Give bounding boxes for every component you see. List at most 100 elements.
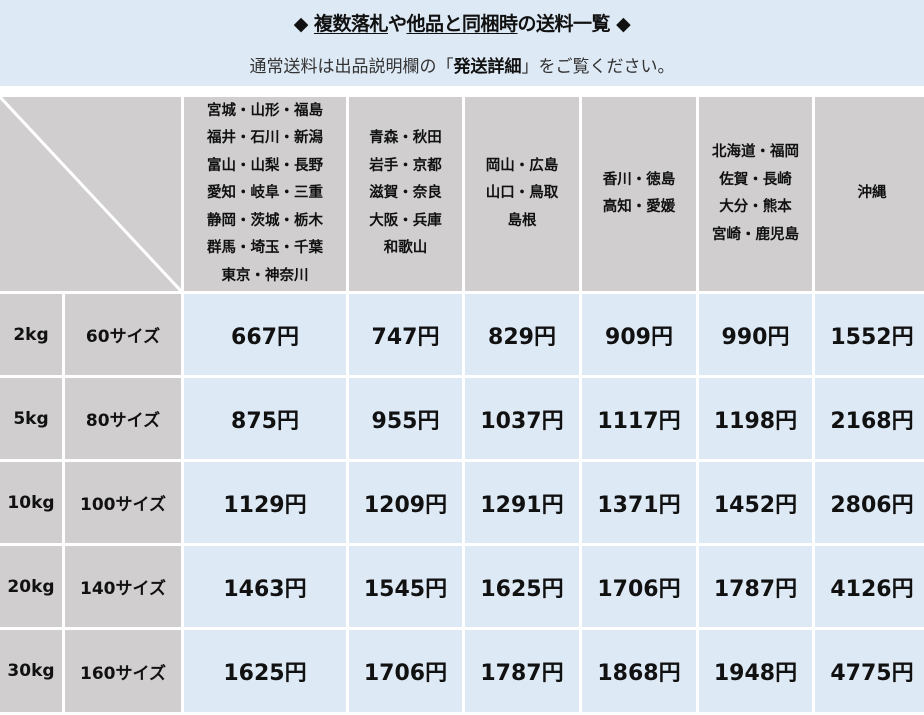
price-cell: 1129円: [184, 462, 346, 543]
subtitle: 通常送料は出品説明欄の「発送詳細」をご覧ください。: [0, 52, 924, 77]
size-cell-text: 60サイズ: [85, 327, 161, 347]
price-cell: 1787円: [699, 546, 812, 627]
price-cell: 1868円: [582, 630, 696, 712]
weight-cell-text: 10kg: [7, 492, 55, 513]
price-cell-text: 1037円: [480, 408, 564, 434]
price-cell-text: 1787円: [713, 576, 798, 602]
region-header-text: 沖縄: [857, 185, 887, 202]
price-cell-text: 990円: [721, 324, 790, 350]
price-cell-text: 1291円: [480, 492, 564, 518]
region-header-text: 岡山・広島 山口・鳥取 島根: [485, 157, 559, 229]
weight-cell-text: 5kg: [13, 408, 49, 429]
price-cell: 1787円: [465, 630, 579, 712]
price-cell-text: 1545円: [363, 576, 448, 602]
subtitle-bold: 発送詳細: [453, 57, 522, 77]
size-cell-text: 160サイズ: [80, 663, 166, 684]
price-cell: 4775円: [815, 630, 924, 712]
price-cell: 1198円: [699, 378, 812, 459]
price-cell-text: 4126円: [830, 576, 914, 602]
price-cell-text: 2168円: [830, 408, 914, 434]
price-cell: 1117円: [582, 378, 696, 459]
price-cell: 990円: [699, 294, 812, 375]
weight-cell: 2kg: [0, 294, 62, 375]
price-cell-text: 829円: [488, 324, 556, 350]
price-cell-text: 1117円: [597, 408, 681, 434]
region-header-text: 宮城・山形・福島 福井・石川・新潟 富山・山梨・長野 愛知・岐阜・三重 静岡・茨…: [207, 102, 323, 284]
banner: ◆ 複数落札や他品と同梱時の送料一覧 ◆ 通常送料は出品説明欄の「発送詳細」をご…: [0, 0, 924, 86]
corner-cell: [0, 97, 181, 291]
price-cell: 1209円: [349, 462, 462, 543]
subtitle-pre: 通常送料は出品説明欄の「: [249, 57, 454, 77]
price-cell: 1463円: [184, 546, 346, 627]
region-header: 北海道・福岡 佐賀・長崎 大分・熊本 宮崎・鹿児島: [699, 97, 812, 291]
subtitle-post: 」をご覧ください。: [521, 57, 675, 77]
price-cell-text: 875円: [231, 408, 299, 434]
price-cell-text: 667円: [231, 324, 299, 350]
price-cell-text: 747円: [371, 324, 440, 350]
price-cell: 2168円: [815, 378, 924, 459]
price-cell: 1706円: [349, 630, 462, 712]
size-cell: 140サイズ: [65, 546, 181, 627]
price-cell: 667円: [184, 294, 346, 375]
price-cell-text: 1463円: [223, 576, 307, 602]
region-header: 沖縄: [815, 97, 924, 291]
price-cell: 1706円: [582, 546, 696, 627]
title-underlined-2: 他品と同梱時: [406, 13, 519, 35]
price-cell: 955円: [349, 378, 462, 459]
title-underlined-1: 複数落札: [313, 13, 389, 35]
price-cell-text: 1868円: [597, 661, 681, 686]
diagonal-line: [0, 97, 181, 291]
price-cell-text: 955円: [371, 408, 440, 434]
page-title: ◆ 複数落札や他品と同梱時の送料一覧 ◆: [0, 9, 924, 36]
region-header-text: 北海道・福岡 佐賀・長崎 大分・熊本 宮崎・鹿児島: [712, 144, 799, 243]
weight-cell: 10kg: [0, 462, 62, 543]
size-cell-text: 140サイズ: [80, 579, 166, 599]
price-cell: 1552円: [815, 294, 924, 375]
region-header: 岡山・広島 山口・鳥取 島根: [465, 97, 579, 291]
region-header: 青森・秋田 岩手・京都 滋賀・奈良 大阪・兵庫 和歌山: [349, 97, 462, 291]
size-cell: 160サイズ: [65, 630, 181, 712]
price-cell-text: 909円: [605, 324, 673, 350]
size-cell-text: 80サイズ: [85, 411, 161, 431]
price-cell-text: 1552円: [830, 324, 914, 350]
price-cell: 2806円: [815, 462, 924, 543]
price-cell-text: 1198円: [713, 408, 798, 434]
title-mid: や: [387, 13, 407, 35]
price-cell: 1452円: [699, 462, 812, 543]
size-cell: 60サイズ: [65, 294, 181, 375]
price-cell: 1291円: [465, 462, 579, 543]
size-cell: 80サイズ: [65, 378, 181, 459]
region-header-text: 香川・徳島 高知・愛媛: [602, 171, 676, 216]
title-prefix: ◆: [293, 13, 314, 35]
price-cell-text: 1948円: [713, 661, 798, 686]
price-cell-text: 1625円: [223, 661, 307, 686]
price-cell: 875円: [184, 378, 346, 459]
size-cell-text: 100サイズ: [80, 495, 166, 515]
region-header: 宮城・山形・福島 福井・石川・新潟 富山・山梨・長野 愛知・岐阜・三重 静岡・茨…: [184, 97, 346, 291]
weight-cell: 5kg: [0, 378, 62, 459]
weight-cell-text: 2kg: [13, 324, 49, 345]
price-cell-text: 1706円: [597, 576, 681, 602]
shipping-table: 宮城・山形・福島 福井・石川・新潟 富山・山梨・長野 愛知・岐阜・三重 静岡・茨…: [0, 97, 924, 715]
weight-cell: 30kg: [0, 630, 62, 712]
price-cell: 1037円: [465, 378, 579, 459]
price-cell-text: 1129円: [223, 492, 307, 518]
price-cell-text: 1625円: [480, 576, 564, 602]
price-cell-text: 1787円: [480, 661, 564, 686]
price-cell-text: 1209円: [363, 492, 448, 518]
price-cell: 1371円: [582, 462, 696, 543]
price-cell-text: 1706円: [363, 661, 448, 686]
price-cell: 747円: [349, 294, 462, 375]
price-cell-text: 4775円: [830, 661, 914, 686]
title-suffix: の送料一覧 ◆: [517, 13, 631, 35]
price-cell: 909円: [582, 294, 696, 375]
price-cell-text: 1371円: [597, 492, 681, 518]
price-cell: 1625円: [465, 546, 579, 627]
region-header-text: 青森・秋田 岩手・京都 滋賀・奈良 大阪・兵庫 和歌山: [369, 130, 442, 257]
weight-cell: 20kg: [0, 546, 62, 627]
region-header: 香川・徳島 高知・愛媛: [582, 97, 696, 291]
size-cell: 100サイズ: [65, 462, 181, 543]
price-cell: 1545円: [349, 546, 462, 627]
price-cell: 1625円: [184, 630, 346, 712]
price-cell: 829円: [465, 294, 579, 375]
